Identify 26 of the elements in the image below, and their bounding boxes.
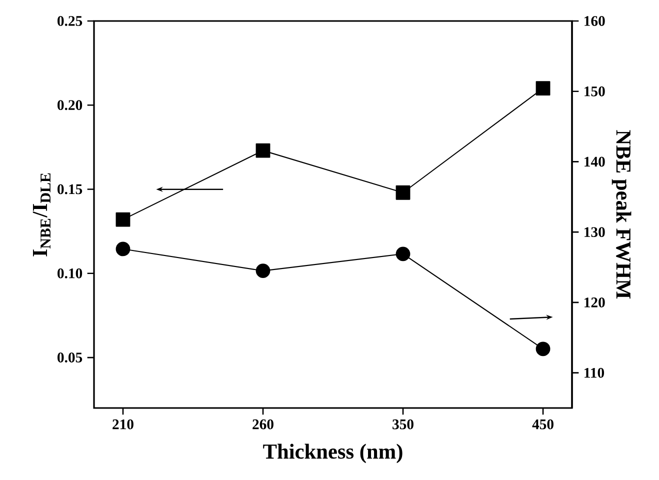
y-axis-title: I$_{NBE}$/I$_{DLE}$: [32, 173, 50, 256]
point: [116, 212, 130, 227]
point: [536, 81, 550, 96]
point: [116, 242, 130, 256]
y2-tick-label: 130: [584, 227, 605, 238]
y2-tick-label: 120: [584, 298, 605, 308]
y2-tick-label: 150: [584, 86, 605, 96]
y-tick-label: 0.15: [58, 184, 82, 194]
x-axis-title: Thickness (nm): [263, 444, 402, 464]
y-tick-label: 0.20: [58, 100, 82, 110]
x-tick-label: 260: [252, 419, 274, 430]
point: [256, 264, 270, 278]
point: [256, 143, 270, 158]
y-tick-label: 0.25: [58, 16, 82, 26]
point: [536, 342, 550, 356]
y-tick-label: 0.05: [58, 352, 82, 363]
y2-tick-label: 160: [584, 16, 605, 26]
y2-axis-title: NBE peak FWHM: [612, 130, 632, 299]
x-tick-label: 210: [112, 419, 134, 430]
point: [396, 185, 410, 200]
x-tick-label: 350: [392, 419, 414, 430]
point: [396, 246, 410, 262]
y2-tick-label: 140: [584, 156, 605, 167]
y-tick-label: 0.10: [58, 268, 82, 278]
x-tick-label: 450: [532, 419, 554, 430]
y2-tick-label: 110: [584, 368, 604, 378]
